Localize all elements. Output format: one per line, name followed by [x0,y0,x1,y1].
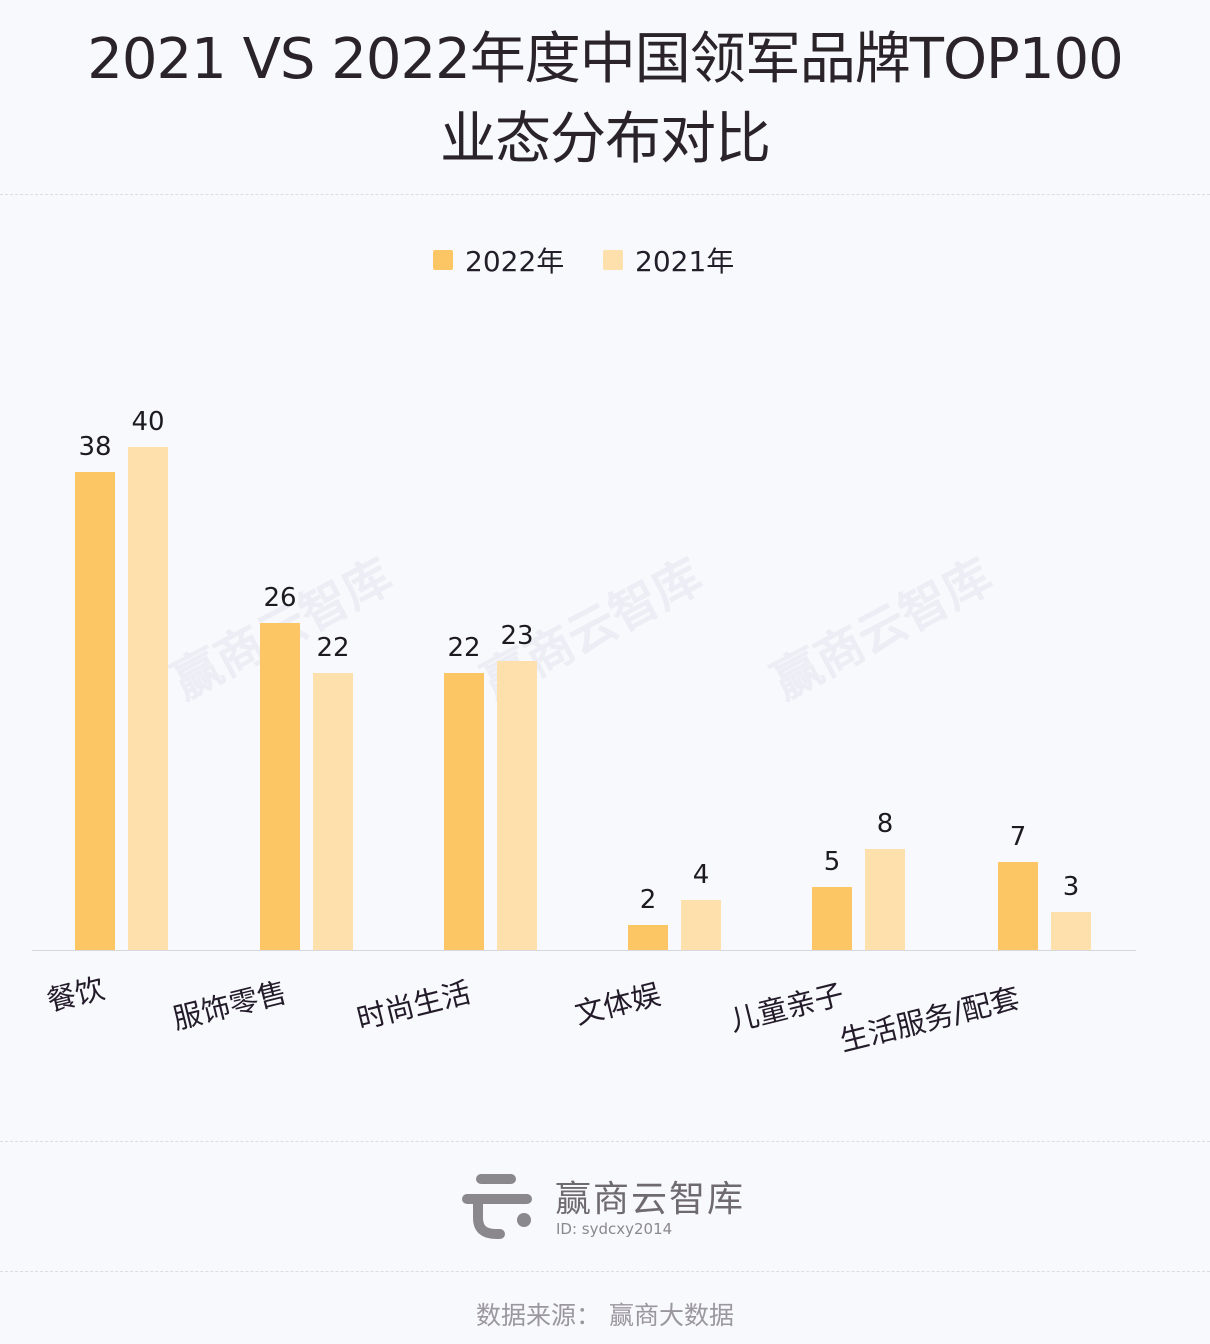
brand-logo-icon [462,1174,532,1239]
bar-2021 [497,660,537,950]
x-axis-category-label: 时尚生活 [353,975,475,1037]
legend-swatch-2022 [433,250,453,270]
x-axis-line [32,950,1136,951]
chart-title: 2021 VS 2022年度中国领军品牌TOP100 业态分布对比 [0,0,1210,193]
brand-name: 赢商云智库 [555,1179,746,1220]
bar-2022 [75,471,115,950]
bar-2022 [444,673,484,950]
bar-value-label: 7 [1009,821,1027,852]
x-axis-category-label: 文体娱 [571,977,664,1032]
brand-id: ID: sydcxy2014 [556,1220,673,1238]
divider-top [0,194,1210,195]
bar-2021 [681,899,721,950]
divider-bottom [0,1271,1210,1272]
bar-value-label: 23 [500,620,534,651]
x-axis-category-label: 餐饮 [43,971,108,1019]
bar-value-label: 5 [823,847,841,878]
legend-item-2022: 2022年 [433,240,564,280]
divider-middle [0,1141,1210,1142]
x-axis-category-label: 生活服务/配套 [836,980,1023,1059]
bar-value-label: 38 [78,431,112,462]
chart-title-line-1: 2021 VS 2022年度中国领军品牌TOP100 [87,27,1123,92]
bar-value-label: 8 [876,809,894,840]
x-axis-category-label: 服饰零售 [169,975,291,1037]
bar-2022 [628,924,668,950]
legend-label-2021: 2021年 [635,245,735,278]
watermark: 赢商云智库 [763,548,1002,711]
legend-label-2022: 2022年 [465,245,565,278]
legend: 2022年 2021年 [0,240,1210,280]
plot-area: 赢商云智库 赢商云智库 赢商云智库 3840餐饮2622服饰零售2223时尚生活… [32,406,1136,1059]
bar-2022 [260,622,300,950]
bar-value-label: 22 [447,633,481,664]
data-source: 数据来源： 赢商大数据 [476,1301,734,1330]
bar-2021 [865,849,905,950]
bar-2022 [812,887,852,950]
bar-2021 [313,673,353,950]
legend-swatch-2021 [603,250,623,270]
x-axis-category-label: 儿童亲子 [726,977,848,1039]
bar-value-label: 2 [639,884,657,915]
bar-2021 [1051,912,1091,950]
bar-value-label: 22 [316,633,350,664]
bar-value-label: 3 [1062,872,1080,903]
bar-value-label: 26 [263,582,297,613]
legend-item-2021: 2021年 [603,240,734,280]
bar-2022 [998,861,1038,950]
bar-2021 [128,446,168,950]
chart-title-line-2: 业态分布对比 [440,107,771,172]
bar-value-label: 4 [692,859,710,890]
bar-value-label: 40 [131,406,165,437]
